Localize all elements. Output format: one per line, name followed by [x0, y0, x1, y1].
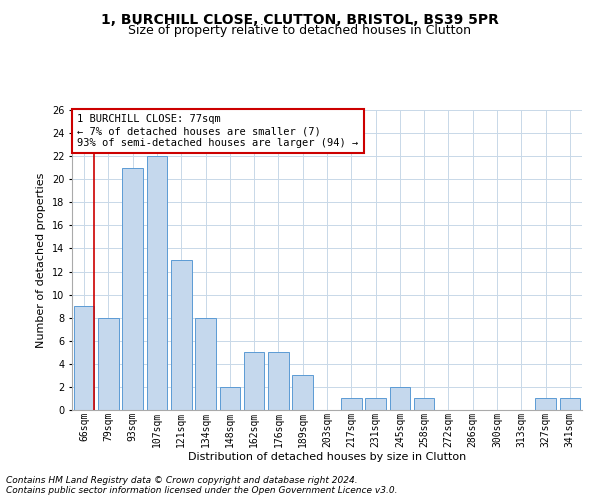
Bar [341, 398, 362, 410]
Bar [98, 318, 119, 410]
Text: 1, BURCHILL CLOSE, CLUTTON, BRISTOL, BS39 5PR: 1, BURCHILL CLOSE, CLUTTON, BRISTOL, BS3… [101, 12, 499, 26]
Bar [244, 352, 265, 410]
Bar [74, 306, 94, 410]
Text: 1 BURCHILL CLOSE: 77sqm
← 7% of detached houses are smaller (7)
93% of semi-deta: 1 BURCHILL CLOSE: 77sqm ← 7% of detached… [77, 114, 358, 148]
Bar [389, 387, 410, 410]
Bar [365, 398, 386, 410]
Bar [414, 398, 434, 410]
Bar [146, 156, 167, 410]
Bar [171, 260, 191, 410]
Bar [535, 398, 556, 410]
Text: Size of property relative to detached houses in Clutton: Size of property relative to detached ho… [128, 24, 472, 37]
Text: Contains HM Land Registry data © Crown copyright and database right 2024.: Contains HM Land Registry data © Crown c… [6, 476, 358, 485]
Bar [268, 352, 289, 410]
Bar [292, 376, 313, 410]
Y-axis label: Number of detached properties: Number of detached properties [37, 172, 46, 348]
Bar [220, 387, 240, 410]
X-axis label: Distribution of detached houses by size in Clutton: Distribution of detached houses by size … [188, 452, 466, 462]
Text: Contains public sector information licensed under the Open Government Licence v3: Contains public sector information licen… [6, 486, 398, 495]
Bar [195, 318, 216, 410]
Bar [122, 168, 143, 410]
Bar [560, 398, 580, 410]
